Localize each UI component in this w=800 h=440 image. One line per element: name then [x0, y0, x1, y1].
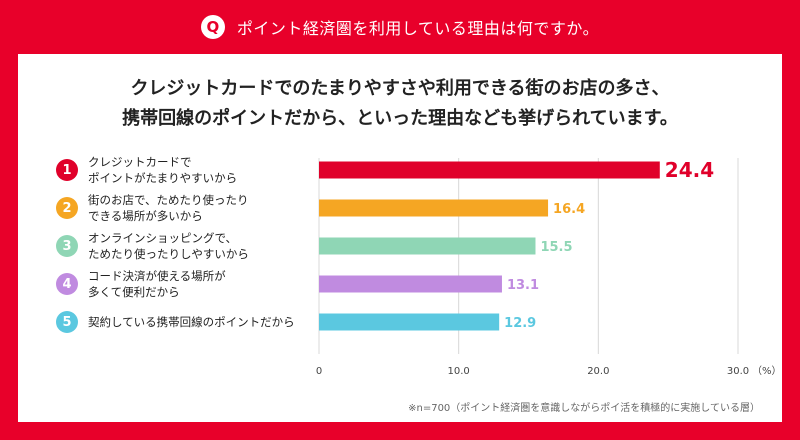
rank-badge: 5: [56, 311, 78, 333]
category-label: クレジットカードでポイントがたまりやすいから: [88, 154, 237, 186]
bar: [319, 313, 500, 331]
sample-note: ※n=700（ポイント経済圏を意識しながらポイ活を積極的に実施している層）: [408, 403, 760, 414]
category-row: 2 街のお店で、ためたり使ったり できる場所が多いから: [56, 192, 249, 224]
category-row: 4 コード決済が使える場所が 多くて便利だから: [56, 268, 226, 300]
x-tick-label: 10.0: [448, 366, 470, 377]
bar-chart: 0 10.0 20.0 30.0 （%） 24.4 16.4 15.5 13.1 12.9: [316, 158, 782, 377]
category-row: 1 クレジットカードでポイントがたまりやすいから: [56, 154, 237, 186]
rank-badge: 3: [56, 235, 78, 257]
category-row: 5 契約している携帯回線のポイントだから: [56, 306, 295, 338]
rank-badge: 4: [56, 273, 78, 295]
headline-line-2: 携帯回線のポイントだから、といった理由なども挙げられています。: [122, 108, 678, 129]
bar: [319, 275, 502, 293]
x-tick-label: 20.0: [587, 366, 609, 377]
data-label: 16.4: [553, 202, 585, 217]
category-label: 街のお店で、ためたり使ったり できる場所が多いから: [88, 192, 249, 224]
x-unit-label: （%）: [752, 365, 782, 377]
category-label-line: クレジットカードで: [88, 155, 192, 169]
category-label: オンラインショッピングで、 ためたり使ったりしやすいから: [88, 230, 249, 262]
category-label-line: 契約している携帯回線のポイントだから: [88, 315, 295, 329]
bar: [319, 161, 660, 179]
bar: [319, 199, 549, 217]
category-label-line: 多くて便利だから: [88, 285, 180, 299]
data-label: 13.1: [507, 278, 539, 293]
content-panel: クレジットカードでのたまりやすさや利用できる街のお店の多さ、 携帯回線のポイント…: [18, 54, 782, 422]
headline-line-1: クレジットカードでのたまりやすさや利用できる街のお店の多さ、: [130, 78, 670, 99]
data-label: 15.5: [540, 240, 572, 255]
x-tick-label: 0: [316, 366, 322, 377]
header-bar: Q ポイント経済圏を利用している理由は何ですか。: [0, 0, 800, 54]
rank-badge: 2: [56, 197, 78, 219]
category-label: コード決済が使える場所が 多くて便利だから: [88, 268, 226, 300]
q-badge: Q: [200, 15, 225, 39]
category-label-line: コード決済が使える場所が: [88, 269, 226, 283]
category-label-line: できる場所が多いから: [88, 209, 203, 223]
bar: [319, 237, 536, 255]
x-tick-label: 30.0: [727, 366, 749, 377]
category-row: 3 オンラインショッピングで、 ためたり使ったりしやすいから: [56, 230, 249, 262]
headline: クレジットカードでのたまりやすさや利用できる街のお店の多さ、 携帯回線のポイント…: [18, 74, 782, 134]
data-label: 12.9: [504, 316, 536, 331]
category-label-line: ポイントがたまりやすいから: [88, 171, 238, 185]
question-text: ポイント経済圏を利用している理由は何ですか。: [236, 19, 600, 38]
category-label-line: オンラインショッピングで、: [88, 231, 238, 245]
category-label: 契約している携帯回線のポイントだから: [88, 314, 295, 330]
rank-badge: 1: [56, 159, 78, 181]
data-label: 24.4: [665, 158, 714, 182]
category-label-line: ためたり使ったりしやすいから: [88, 247, 249, 261]
category-label-line: 街のお店で、ためたり使ったり: [88, 193, 249, 207]
